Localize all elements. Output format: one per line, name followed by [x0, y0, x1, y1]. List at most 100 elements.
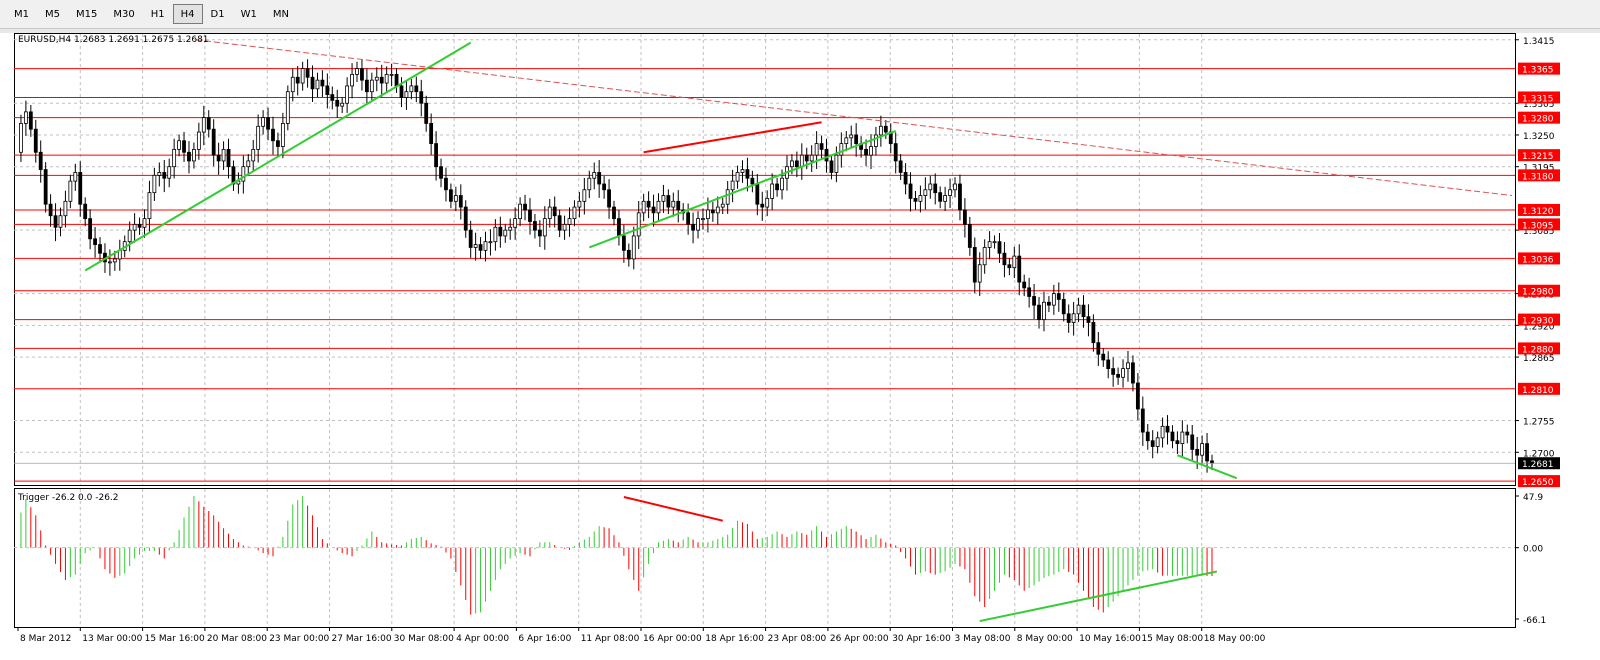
indicator-panel[interactable]: 47.9 0.00 -66.1 Trigger -26.2 0.0 -26.2	[14, 488, 1546, 628]
candle	[261, 117, 266, 127]
candle	[987, 241, 992, 248]
candle	[701, 218, 705, 221]
candle	[750, 177, 755, 185]
x-tick-label: 8 Mar 2012	[20, 634, 71, 644]
candle	[621, 235, 626, 251]
candle	[992, 241, 997, 244]
candle	[369, 79, 374, 93]
x-tick-label: 15 May 08:00	[1141, 634, 1203, 644]
candle	[439, 166, 443, 179]
indicator-panel-border	[14, 488, 1516, 628]
candle	[483, 241, 488, 251]
candle	[68, 180, 73, 202]
candle	[23, 111, 28, 124]
candle	[849, 134, 854, 139]
candle	[552, 206, 557, 217]
toolbar-separator	[0, 29, 1600, 33]
price-panel[interactable]: 1.34151.33051.32501.31951.30851.29751.29…	[0, 33, 1600, 659]
level-badge	[1518, 475, 1560, 488]
candle	[1032, 296, 1036, 306]
candle	[1066, 313, 1071, 323]
trendline-support-march[interactable]	[84, 41, 472, 272]
candle	[38, 151, 43, 170]
timeframe-m5-button[interactable]: M5	[45, 9, 60, 20]
candle	[108, 261, 112, 264]
candle	[893, 143, 898, 162]
candle	[671, 200, 676, 208]
candle	[360, 68, 364, 81]
candle	[1002, 252, 1007, 266]
candle	[864, 148, 868, 156]
trendline-support-april[interactable]	[588, 129, 897, 249]
chart-window[interactable]: 1.34151.33051.32501.31951.30851.29751.29…	[0, 33, 1600, 660]
candle	[216, 154, 221, 162]
timeframe-w1-button[interactable]: W1	[240, 9, 257, 20]
candle	[453, 195, 458, 202]
candle	[898, 160, 903, 173]
candle	[918, 195, 923, 202]
candle	[192, 148, 196, 162]
candle	[1106, 359, 1111, 370]
timeframe-d1-button[interactable]: D1	[210, 9, 225, 20]
timeframe-h1-button[interactable]: H1	[150, 9, 165, 20]
candle	[745, 169, 750, 179]
divergence-line-bearish[interactable]	[623, 495, 723, 522]
timeframe-m1-button[interactable]: M1	[14, 9, 29, 20]
timeframe-h4-button[interactable]: H4	[172, 4, 203, 24]
y-tick-label: 1.3415	[1523, 37, 1555, 47]
candle	[547, 206, 552, 220]
candle	[1126, 362, 1130, 370]
candle	[1116, 373, 1120, 378]
chart-background	[0, 33, 1600, 659]
candle	[883, 125, 888, 133]
candle	[320, 79, 325, 87]
x-tick-label: 20 Mar 08:00	[207, 634, 267, 644]
level-label: 1.3365	[1522, 66, 1554, 76]
price-panel-border	[14, 33, 1516, 486]
candle	[706, 209, 710, 220]
candle	[997, 241, 1002, 254]
candle	[572, 206, 577, 220]
candle	[1155, 437, 1160, 447]
candle	[315, 79, 320, 90]
candle	[310, 76, 315, 90]
timeframe-buttons: M1 M5 M15 M30 H1 H4 D1 W1 MN	[6, 4, 297, 24]
x-tick-label: 10 May 16:00	[1079, 634, 1141, 644]
candle	[28, 111, 33, 130]
trendline-higher-highs[interactable]	[643, 121, 822, 154]
divergence-line-bullish[interactable]	[979, 570, 1218, 623]
candle	[1091, 322, 1096, 344]
candle	[760, 203, 765, 208]
candle	[276, 140, 280, 147]
candle	[908, 183, 913, 199]
candle	[325, 85, 330, 95]
candle	[903, 172, 908, 185]
trendline-lower-lows[interactable]	[1177, 454, 1238, 480]
y-tick-label: 1.2755	[1523, 418, 1555, 428]
timeframe-mn-button[interactable]: MN	[272, 9, 289, 20]
timeframe-m30-button[interactable]: M30	[113, 9, 135, 20]
trendline-resistance-dashed[interactable]	[195, 39, 1513, 197]
candle	[661, 195, 666, 202]
candle	[1027, 287, 1032, 297]
candle	[666, 195, 671, 208]
level-badge	[1518, 91, 1560, 104]
candle	[300, 68, 305, 84]
candle	[874, 134, 878, 147]
candle	[374, 76, 379, 81]
candle	[1037, 304, 1041, 320]
candle	[345, 85, 350, 104]
candle	[132, 223, 137, 231]
level-badge	[1518, 203, 1560, 216]
candle	[48, 203, 53, 217]
current-price-label: 1.2681	[1522, 460, 1554, 470]
candle	[557, 215, 562, 231]
candle	[636, 212, 641, 237]
candle	[967, 223, 972, 248]
x-tick-label: 6 Apr 16:00	[518, 634, 571, 644]
candle	[419, 91, 424, 104]
candle	[962, 209, 967, 225]
timeframe-m15-button[interactable]: M15	[76, 9, 98, 20]
candle	[977, 264, 982, 283]
candle	[651, 206, 656, 214]
